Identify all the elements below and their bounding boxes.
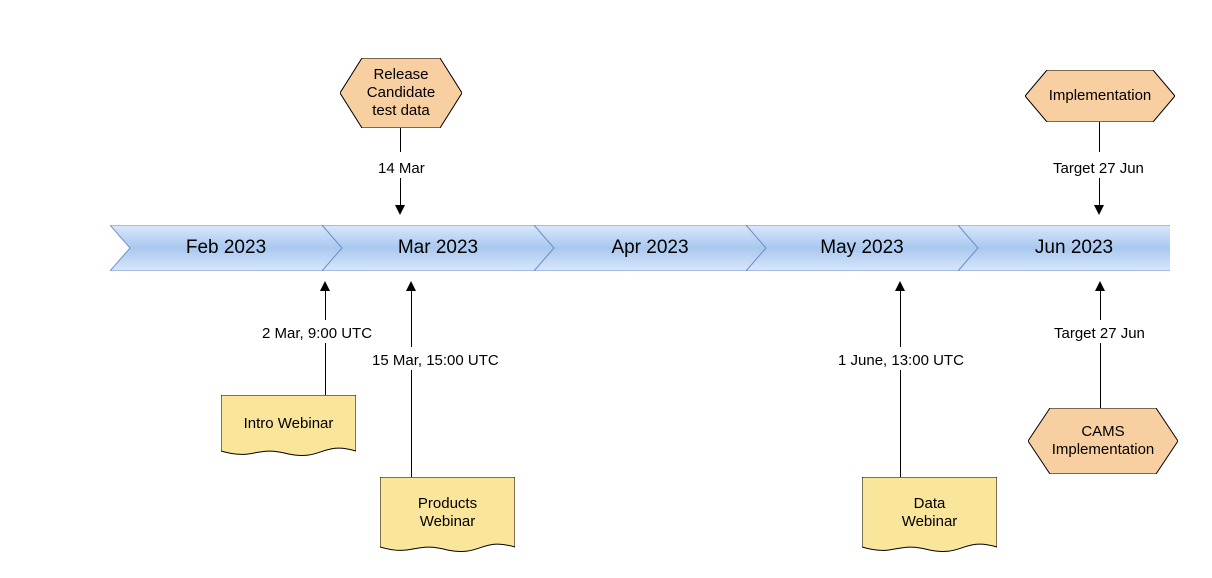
arrowhead (1095, 281, 1105, 291)
milestone-date: 14 Mar (378, 160, 425, 177)
connector-line (411, 370, 412, 477)
milestone-date: Target 27 Jun (1053, 160, 1144, 177)
data-webinar-milestone: DataWebinar (862, 477, 997, 557)
connector-line (1099, 178, 1100, 205)
milestone-label: DataWebinar (902, 495, 958, 531)
milestone-date: 1 June, 13:00 UTC (838, 352, 964, 369)
milestone-date: 2 Mar, 9:00 UTC (262, 325, 372, 342)
connector-line (900, 370, 901, 477)
implementation-milestone: Implementation (1025, 70, 1175, 122)
arrowhead (320, 281, 330, 291)
products-webinar-milestone: ProductsWebinar (380, 477, 515, 557)
timeline-segment (534, 225, 766, 271)
arrowhead (406, 281, 416, 291)
connector-line (1100, 343, 1101, 408)
timeline-segment (322, 225, 554, 271)
arrowhead (1094, 205, 1104, 215)
connector-line (325, 343, 326, 395)
timeline-segment (958, 225, 1170, 271)
arrowhead (895, 281, 905, 291)
arrowhead (395, 205, 405, 215)
intro-webinar-milestone: Intro Webinar (221, 395, 356, 461)
timeline-segment (746, 225, 978, 271)
connector-line (1099, 122, 1100, 152)
milestone-label: Intro Webinar (244, 415, 334, 433)
connector-line (411, 291, 412, 347)
milestone-label: Implementation (1049, 87, 1152, 105)
milestone-date: 15 Mar, 15:00 UTC (372, 352, 499, 369)
timeline-segment (110, 225, 342, 271)
cams-implementation-milestone: CAMSImplementation (1028, 408, 1178, 474)
milestone-label: ReleaseCandidatetest data (367, 66, 435, 120)
timeline-axis: Feb 2023Mar 2023Apr 2023May 2023Jun 2023 (110, 225, 1170, 271)
milestone-label: CAMSImplementation (1052, 423, 1155, 459)
release-candidate-milestone: ReleaseCandidatetest data (340, 58, 462, 128)
timeline-diagram: Feb 2023Mar 2023Apr 2023May 2023Jun 2023… (0, 0, 1212, 578)
milestone-date: Target 27 Jun (1054, 325, 1145, 342)
milestone-label: ProductsWebinar (418, 495, 477, 531)
connector-line (900, 291, 901, 347)
connector-line (400, 178, 401, 205)
connector-line (400, 128, 401, 152)
connector-line (1100, 291, 1101, 320)
connector-line (325, 291, 326, 320)
